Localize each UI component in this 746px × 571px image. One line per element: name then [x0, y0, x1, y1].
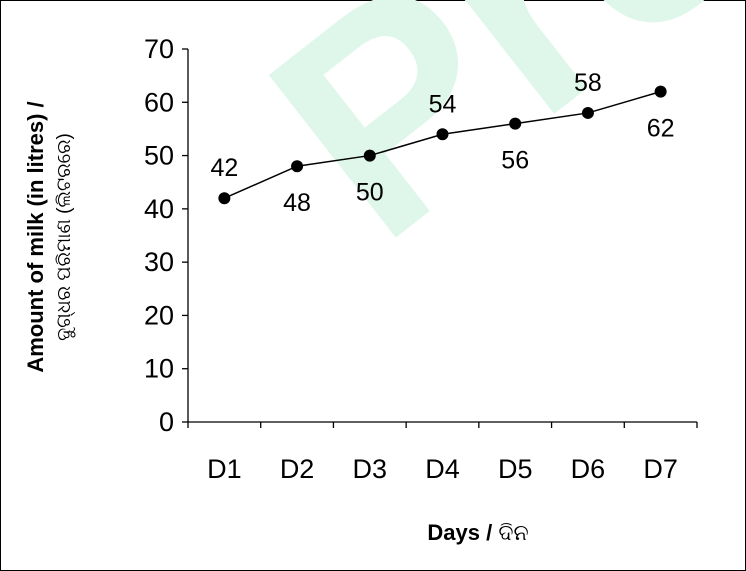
- y-axis-title-line1: Amount of milk (in litres) /: [23, 101, 48, 372]
- x-axis-title-en: Days: [427, 520, 480, 545]
- data-label: 54: [429, 90, 457, 118]
- axes: [187, 49, 697, 423]
- x-axis-ticks: D1 D2 D3 D4 D5 D6 D7: [187, 422, 698, 484]
- data-point: [363, 149, 376, 162]
- y-axis-ticks: 0 10 20 30 40 50 60 70: [144, 34, 188, 437]
- y-tick-label: 50: [144, 141, 174, 171]
- data-labels: 42 48 50 54 56 58 62: [210, 69, 674, 217]
- x-axis-title-sep: /: [480, 520, 498, 545]
- data-point: [654, 85, 667, 98]
- data-point: [291, 160, 304, 173]
- y-tick-label: 30: [144, 247, 174, 277]
- y-tick-label: 20: [144, 300, 174, 330]
- y-tick-label: 10: [144, 354, 174, 384]
- data-label: 50: [356, 179, 384, 207]
- x-tick-label: D4: [425, 454, 460, 484]
- x-axis-title-native: ଦିନ: [498, 520, 528, 545]
- data-point: [509, 117, 522, 130]
- data-point: [581, 106, 594, 119]
- x-tick-label: D2: [280, 454, 315, 484]
- data-label: 42: [210, 154, 238, 182]
- data-point: [218, 192, 231, 205]
- x-axis-title: Days / ଦିନ: [427, 520, 528, 545]
- y-tick-label: 70: [144, 34, 174, 64]
- y-tick-label: 60: [144, 87, 174, 117]
- x-tick-label: D6: [571, 454, 606, 484]
- data-label: 62: [647, 115, 675, 143]
- data-label: 56: [501, 147, 529, 175]
- x-tick-label: D7: [643, 454, 678, 484]
- data-label: 58: [574, 69, 602, 97]
- y-tick-label: 0: [159, 407, 174, 437]
- x-tick-label: D3: [353, 454, 388, 484]
- x-tick-label: D1: [207, 454, 242, 484]
- series-group: [218, 85, 667, 205]
- y-tick-label: 40: [144, 194, 174, 224]
- data-label: 48: [283, 189, 311, 217]
- y-axis-title-line2: ଦୁଗ୍ଧର ପରିମାଣ (ଲିଟରରେ): [54, 133, 75, 341]
- x-tick-label: D5: [498, 454, 533, 484]
- data-point: [436, 128, 449, 141]
